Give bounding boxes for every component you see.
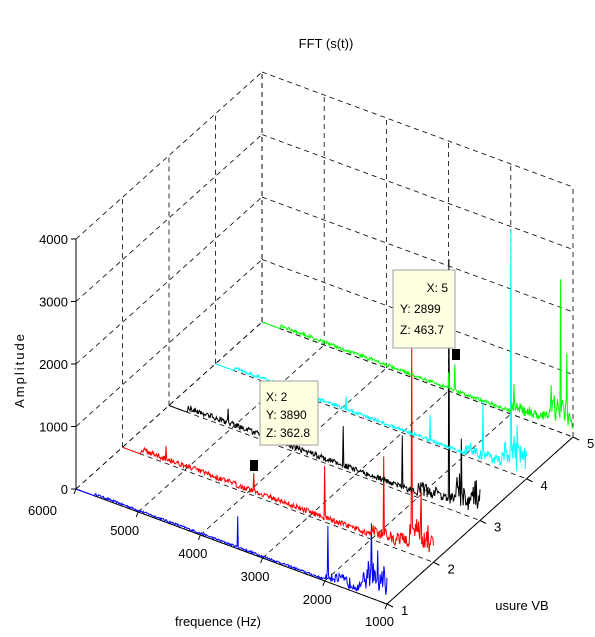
- datatip-line: Z: 463.7: [400, 323, 444, 337]
- datatip-line: Z: 362.8: [266, 426, 310, 440]
- x-tick-mark: [197, 534, 201, 541]
- y-tick-label: 4: [541, 478, 548, 493]
- datatip[interactable]: X: 5 Y: 2899 Z: 463.7: [392, 269, 460, 360]
- x-tick-mark: [135, 511, 139, 518]
- wall-gridline: [261, 71, 574, 188]
- z-tick-label: 0: [61, 482, 68, 497]
- y-tick-mark: [386, 603, 394, 608]
- datatip-line: X: 5: [427, 281, 449, 295]
- z-tick-label: 4000: [39, 232, 68, 247]
- floor-gridline: [200, 367, 387, 536]
- floor-gridline: [262, 390, 449, 559]
- fft-trace: [168, 258, 481, 511]
- datatip-line: X: 2: [266, 390, 288, 404]
- x-tick-label: 4000: [178, 546, 207, 561]
- wall-gridline: [261, 196, 574, 313]
- chart-title: FFT (s(t)): [299, 36, 354, 51]
- grid-layer: [71, 71, 580, 610]
- x-tick-mark: [384, 603, 388, 610]
- datatip-marker: [250, 460, 258, 471]
- floor-gridline: [122, 446, 434, 563]
- fft-trace: [261, 279, 574, 429]
- x-tick-label: 6000: [28, 503, 57, 518]
- wall-gridline: [261, 134, 574, 250]
- y-tick-label: 3: [494, 520, 501, 535]
- floor-gridline: [137, 344, 325, 513]
- tick-layer: 6000 5000 4000 3000 2000 1000 1 2 3 4 5 0 1000 2000 30…: [28, 232, 594, 629]
- x-tick-label: 3000: [241, 569, 270, 584]
- y-tick-mark: [433, 561, 440, 566]
- y-tick-mark: [479, 520, 487, 524]
- x-tick-mark: [260, 557, 264, 564]
- fft-trace: [215, 229, 527, 471]
- z-tick-label: 3000: [39, 295, 68, 310]
- y-tick-label: 1: [401, 603, 408, 618]
- x-axis-label: frequence (Hz): [175, 614, 261, 629]
- datatip-line: Y: 2899: [400, 302, 441, 316]
- y-axis-label: usure VB: [495, 598, 548, 613]
- wall-gridline: [75, 321, 263, 490]
- z-tick-label: 2000: [39, 357, 68, 372]
- x-tick-label: 5000: [110, 523, 139, 538]
- fft-trace: [75, 488, 388, 595]
- datatip-layer: X: 2 Y: 3890 Z: 362.8 X: 5 Y: 2899 Z: 46…: [250, 269, 460, 471]
- x-tick-label: 2000: [303, 592, 332, 607]
- x-tick-mark: [73, 488, 77, 495]
- z-axis-label: Amplitude: [12, 332, 27, 408]
- x-tick-mark: [322, 580, 326, 587]
- fft-trace: [122, 341, 434, 553]
- x-tick-label: 1000: [365, 614, 394, 629]
- y-tick-label: 2: [448, 561, 455, 576]
- datatip-marker: [452, 349, 460, 360]
- wall-gridline: [261, 321, 574, 438]
- datatip[interactable]: X: 2 Y: 3890 Z: 362.8: [250, 380, 319, 471]
- series-layer: [75, 229, 574, 595]
- wall-gridline: [75, 196, 263, 365]
- floor-gridline: [168, 405, 481, 521]
- floor-gridline: [324, 413, 512, 582]
- wall-gridline: [75, 259, 263, 427]
- z-tick-label: 1000: [39, 420, 68, 435]
- wall-gridline: [75, 134, 263, 302]
- wall-gridline: [75, 71, 263, 240]
- y-tick-mark: [526, 478, 533, 483]
- datatip-line: Y: 3890: [266, 408, 307, 422]
- y-tick-label: 5: [587, 436, 594, 451]
- y-tick-mark: [572, 436, 580, 441]
